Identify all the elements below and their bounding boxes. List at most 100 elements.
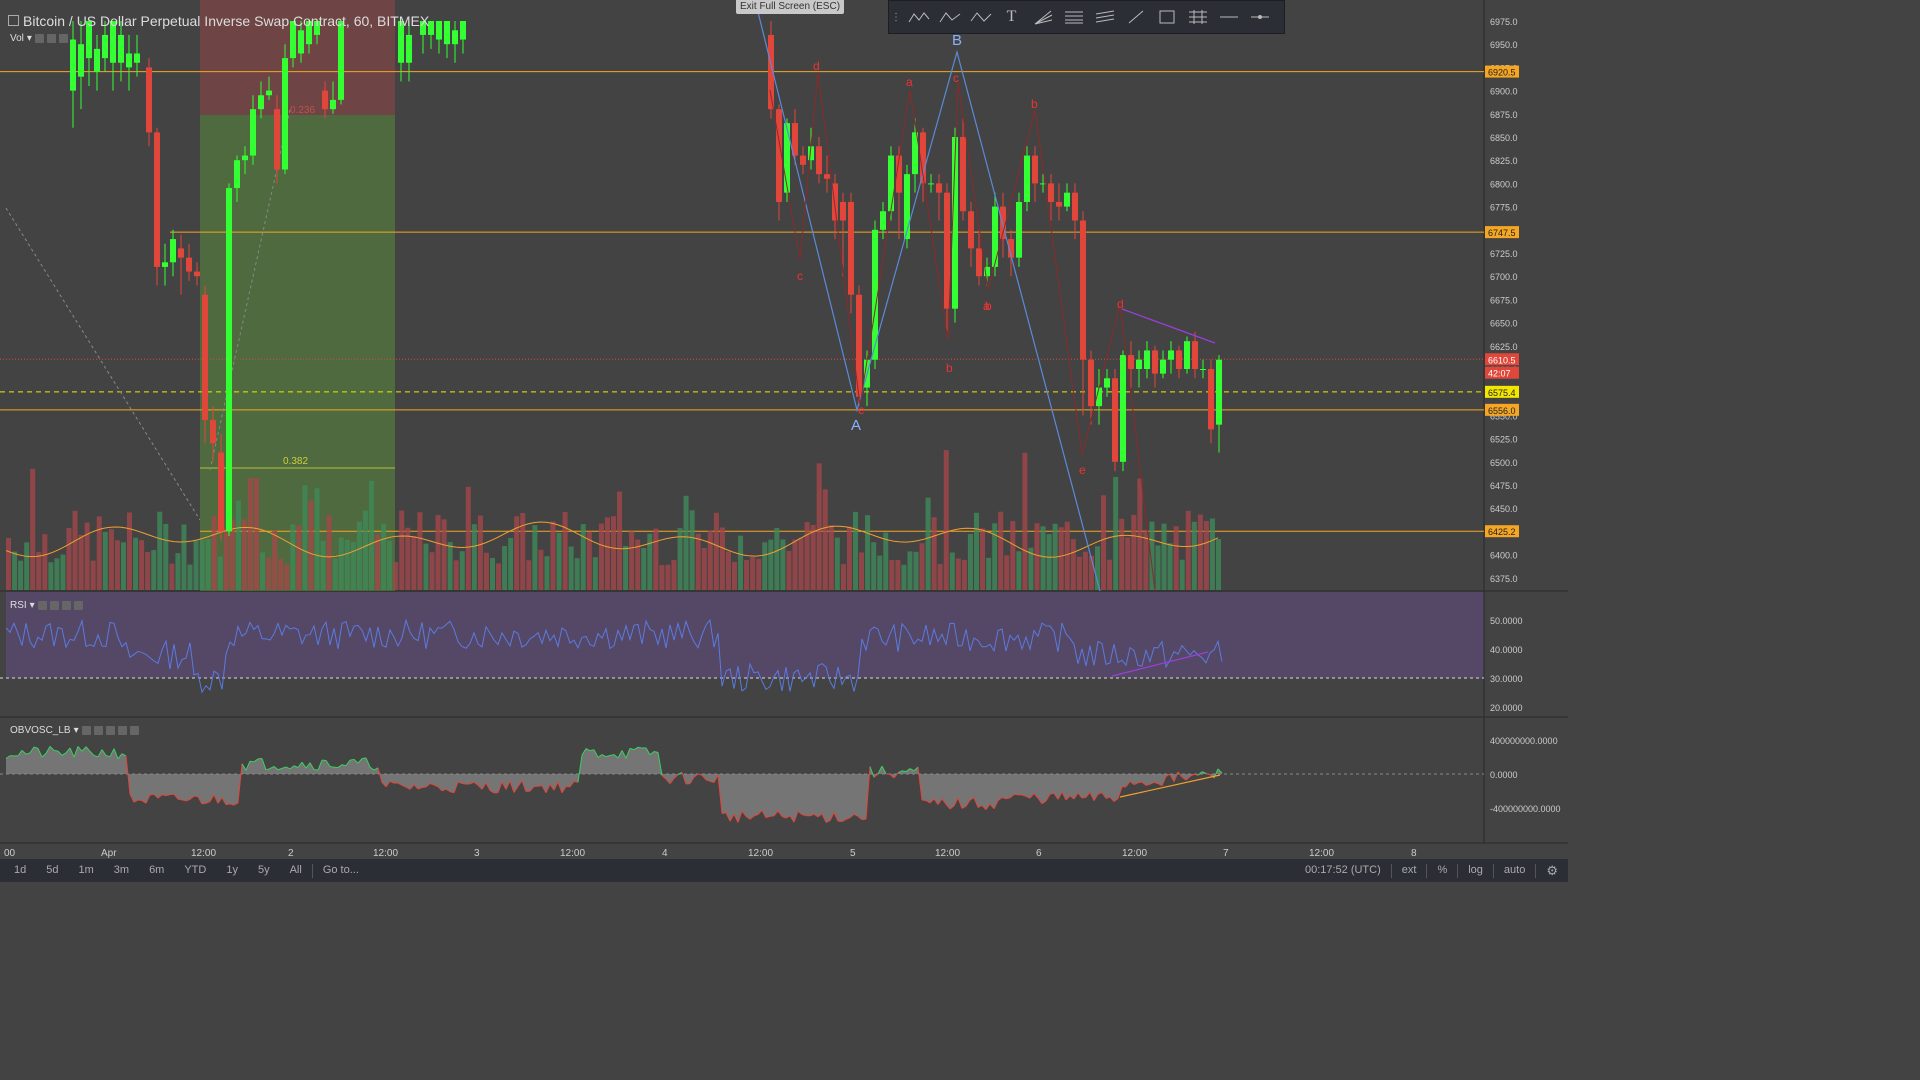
- horizontal-line-icon[interactable]: [1213, 2, 1244, 32]
- goto-button[interactable]: Go to...: [322, 864, 359, 876]
- volume-bar: [937, 564, 943, 590]
- drag-handle-icon[interactable]: ⋮: [891, 11, 901, 23]
- fan-icon[interactable]: [1027, 2, 1058, 32]
- obv-line: [961, 805, 967, 809]
- volume-bar: [974, 512, 979, 590]
- eye-icon[interactable]: [34, 34, 44, 43]
- range-1m[interactable]: 1m: [78, 864, 94, 876]
- range-1d[interactable]: 1d: [14, 864, 27, 876]
- horizontal-ray-icon[interactable]: [1244, 2, 1275, 32]
- obv-label[interactable]: OBVOSC_LB: [10, 725, 71, 736]
- candle-body: [816, 146, 822, 175]
- fib-label-382: 0.382: [283, 456, 308, 467]
- percent-toggle[interactable]: %: [1437, 864, 1448, 876]
- obv-line: [1113, 798, 1119, 802]
- range-all[interactable]: All: [289, 864, 302, 876]
- obv-line: [869, 766, 875, 778]
- volume-bar: [96, 516, 102, 590]
- obv-line: [1129, 780, 1135, 786]
- volume-bar: [356, 521, 362, 590]
- candle-body: [134, 53, 140, 63]
- more-icon[interactable]: [61, 601, 71, 610]
- volume-bar: [235, 500, 241, 590]
- candle-body: [162, 262, 168, 267]
- candle-body: [1128, 355, 1134, 369]
- candle-body: [1008, 239, 1014, 258]
- settings-icon[interactable]: [93, 726, 103, 735]
- obv-line: [649, 751, 655, 756]
- chevron-down-icon[interactable]: ▾: [29, 600, 35, 611]
- volume-bar: [526, 560, 532, 590]
- volume-bar: [465, 486, 471, 590]
- text-icon[interactable]: T: [1006, 8, 1017, 25]
- volume-bar: [1004, 555, 1010, 590]
- candle-body: [856, 294, 862, 397]
- regression-channel-icon[interactable]: [1089, 2, 1120, 32]
- obv-line: [121, 753, 127, 757]
- rectangle-icon[interactable]: [1151, 2, 1182, 32]
- obv-line: [901, 770, 907, 773]
- eye-icon[interactable]: [81, 726, 91, 735]
- price-tick: 6775.0: [1490, 203, 1518, 213]
- parallel-channel-icon[interactable]: [1058, 2, 1089, 32]
- volume-bar: [677, 528, 683, 590]
- gear-icon[interactable]: ⚙: [1546, 863, 1558, 878]
- close-icon[interactable]: [129, 726, 139, 735]
- rsi-label[interactable]: RSI: [10, 600, 27, 611]
- price-tick: 6550.0: [1490, 411, 1518, 421]
- obv-line: [33, 746, 39, 749]
- obv-line: [1049, 792, 1055, 795]
- obv-line: [593, 749, 599, 758]
- obv-line: [1101, 792, 1107, 799]
- clock[interactable]: 00:17:52 (UTC): [1304, 864, 1381, 876]
- auto-toggle[interactable]: auto: [1503, 864, 1526, 876]
- obv-line: [1053, 793, 1059, 800]
- range-1y[interactable]: 1y: [226, 864, 238, 876]
- obv-line: [309, 762, 315, 770]
- price-marker: [1485, 525, 1519, 538]
- obv-line: [913, 766, 919, 772]
- chevron-down-icon[interactable]: ▾: [73, 725, 79, 736]
- obv-line: [89, 751, 95, 756]
- range-3m[interactable]: 3m: [113, 864, 130, 876]
- log-toggle[interactable]: log: [1468, 864, 1483, 876]
- obv-line: [185, 798, 191, 802]
- settings-icon[interactable]: [46, 34, 56, 43]
- obv-line: [721, 812, 727, 814]
- volume-bar: [556, 532, 562, 590]
- price-marker: [1485, 353, 1519, 366]
- ext-toggle[interactable]: ext: [1401, 864, 1417, 876]
- more-icon[interactable]: [117, 726, 127, 735]
- candle-body: [936, 183, 942, 193]
- chevron-down-icon[interactable]: ▾: [26, 33, 32, 44]
- eye-icon[interactable]: [37, 601, 47, 610]
- obv-line: [1117, 786, 1123, 799]
- collapse-icon[interactable]: [8, 15, 19, 26]
- code-icon[interactable]: [105, 726, 115, 735]
- candle-body: [928, 183, 934, 185]
- close-icon[interactable]: [58, 34, 68, 43]
- fib-retracement-icon[interactable]: [1182, 2, 1213, 32]
- obv-line: [413, 784, 419, 790]
- settings-icon[interactable]: [49, 601, 59, 610]
- trend-line-icon[interactable]: [1120, 2, 1151, 32]
- candle-body: [298, 30, 304, 54]
- exit-fullscreen-button[interactable]: Exit Full Screen (ESC): [736, 0, 845, 14]
- range-ytd[interactable]: YTD: [184, 864, 207, 876]
- range-6m[interactable]: 6m: [149, 864, 165, 876]
- candle-body: [70, 39, 76, 91]
- volume-bar: [6, 538, 11, 590]
- price-tick: 6850.0: [1490, 133, 1518, 143]
- close-icon[interactable]: [73, 601, 83, 610]
- volume-bar: [647, 533, 653, 590]
- abcd-pattern-icon[interactable]: [934, 2, 965, 32]
- time-tick: Apr: [101, 848, 117, 859]
- obv-line: [801, 814, 807, 817]
- volume-label[interactable]: Vol: [10, 33, 24, 44]
- range-5y[interactable]: 5y: [257, 864, 270, 876]
- candle-body: [992, 206, 998, 267]
- abc-pattern-icon[interactable]: [965, 2, 996, 32]
- chart-canvas[interactable]: 0.3820.236ABdacbcabdeeb6975.06950.06925.…: [0, 0, 1568, 882]
- xabcd-pattern-icon[interactable]: [903, 2, 934, 32]
- range-5d[interactable]: 5d: [46, 864, 59, 876]
